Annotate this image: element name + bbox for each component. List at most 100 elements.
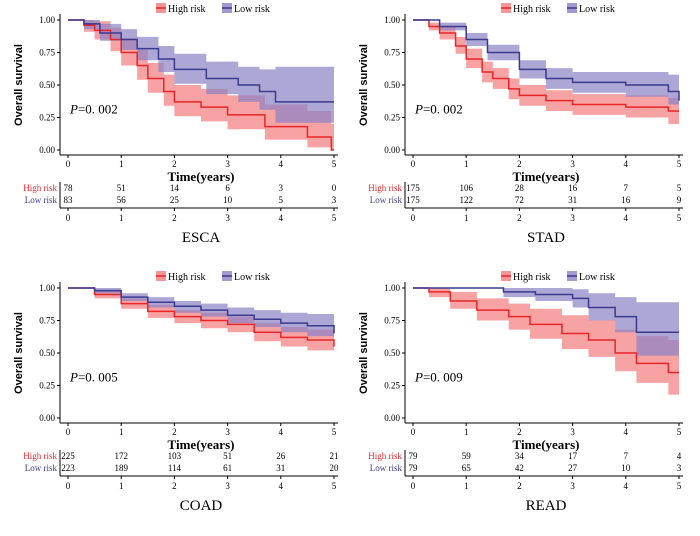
table-x-tick-label: 3 (570, 213, 575, 223)
risk-count: 9 (677, 195, 682, 205)
risk-count: 5 (677, 183, 682, 193)
risk-count: 4 (677, 451, 682, 461)
km-plot-esca: 0.00 0.25 0.50 0.75 1.00 0 1 2 3 4 5 Overall surviv… (13, 3, 338, 246)
table-x-tick-label: 0 (66, 213, 71, 223)
p-value-text: =0. 005 (78, 370, 118, 385)
table-x-tick-label: 4 (279, 481, 284, 491)
risk-table-row-label: High risk (23, 183, 57, 193)
ci-band-low-risk (68, 288, 334, 346)
x-axis-label: Time(years) (168, 169, 235, 184)
x-tick-label: 1 (119, 427, 124, 437)
risk-count: 106 (459, 183, 473, 193)
risk-count: 5 (279, 195, 284, 205)
table-x-tick-label: 3 (225, 481, 230, 491)
panel-stad: 0.00 0.25 0.50 0.75 1.00 0 1 2 3 4 5 Overall surviv… (345, 0, 695, 268)
p-label: P (69, 102, 78, 117)
risk-count: 78 (64, 183, 74, 193)
survival-curve-low-risk (68, 287, 335, 334)
y-tick-label: 0.00 (384, 145, 400, 155)
risk-count: 103 (168, 451, 182, 461)
p-label: P (69, 370, 78, 385)
risk-count: 79 (409, 451, 419, 461)
x-axis-label: Time(years) (513, 437, 580, 452)
y-tick-label: 0.75 (384, 48, 400, 58)
risk-count: 27 (568, 463, 578, 473)
risk-count: 10 (621, 463, 631, 473)
x-tick-label: 2 (172, 427, 177, 437)
y-tick-label: 0.25 (384, 381, 400, 391)
risk-count: 21 (330, 451, 339, 461)
legend-label: Low risk (579, 4, 615, 15)
p-value: P=0. 002 (69, 102, 118, 117)
risk-count: 175 (406, 183, 420, 193)
risk-count: 61 (223, 463, 232, 473)
table-x-tick-label: 0 (411, 481, 416, 491)
legend-label: Low risk (579, 272, 615, 283)
ci-band-high-risk (68, 288, 334, 360)
survival-curve-low-risk (413, 287, 679, 333)
x-tick-label: 2 (172, 159, 177, 169)
x-tick-label: 0 (411, 427, 416, 437)
panel-esca: 0.00 0.25 0.50 0.75 1.00 0 1 2 3 4 5 Overall surviv… (0, 0, 350, 268)
survival-curve-high-risk (68, 19, 334, 151)
p-value: P=0. 009 (414, 370, 463, 385)
table-x-tick-label: 0 (411, 213, 416, 223)
legend-label: High risk (168, 4, 206, 15)
ci-band-low-risk (413, 20, 679, 114)
y-axis-label: Overall survival (13, 44, 25, 126)
legend-label: Low risk (234, 4, 270, 15)
y-tick-label: 1.00 (384, 283, 400, 293)
risk-count: 225 (61, 451, 75, 461)
y-tick-label: 0.50 (39, 80, 55, 90)
risk-count: 83 (64, 195, 74, 205)
y-axis-label: Overall survival (13, 312, 25, 394)
table-x-tick-label: 5 (677, 481, 682, 491)
risk-count: 3 (677, 463, 682, 473)
y-tick-label: 0.25 (384, 113, 400, 123)
risk-count: 189 (114, 463, 128, 473)
x-tick-label: 5 (677, 159, 682, 169)
risk-count: 59 (462, 451, 472, 461)
x-tick-label: 3 (570, 427, 575, 437)
risk-table-row-label: Low risk (370, 195, 403, 205)
x-tick-label: 4 (624, 427, 629, 437)
x-axis-label: Time(years) (168, 437, 235, 452)
y-tick-label: 0.00 (384, 413, 400, 423)
risk-count: 7 (624, 451, 629, 461)
risk-count: 72 (515, 195, 524, 205)
ci-band-low-risk (413, 288, 679, 356)
risk-table-row-label: Low risk (25, 195, 58, 205)
risk-count: 31 (568, 195, 577, 205)
p-label: P (414, 370, 423, 385)
y-tick-label: 0.00 (39, 145, 55, 155)
km-plot-stad: 0.00 0.25 0.50 0.75 1.00 0 1 2 3 4 5 Overall surviv… (358, 3, 683, 246)
risk-count: 223 (61, 463, 75, 473)
p-value-text: =0. 009 (423, 370, 463, 385)
table-x-tick-label: 1 (119, 481, 124, 491)
table-x-tick-label: 0 (66, 481, 71, 491)
legend-label: High risk (513, 4, 551, 15)
risk-count: 26 (276, 451, 286, 461)
y-tick-label: 0.25 (39, 113, 55, 123)
risk-table-row-label: High risk (23, 451, 57, 461)
survival-curve-low-risk (413, 19, 680, 101)
risk-count: 51 (117, 183, 126, 193)
p-value: P=0. 002 (414, 102, 463, 117)
risk-count: 20 (330, 463, 340, 473)
risk-count: 175 (406, 195, 420, 205)
table-x-tick-label: 2 (517, 481, 522, 491)
x-tick-label: 4 (279, 427, 284, 437)
p-label: P (414, 102, 423, 117)
risk-count: 10 (223, 195, 233, 205)
risk-count: 0 (332, 183, 337, 193)
risk-count: 16 (621, 195, 631, 205)
legend-label: High risk (168, 272, 206, 283)
risk-count: 7 (624, 183, 629, 193)
x-tick-label: 3 (225, 427, 230, 437)
table-x-tick-label: 5 (332, 481, 337, 491)
risk-count: 56 (117, 195, 127, 205)
y-tick-label: 0.75 (384, 316, 400, 326)
panel-coad: 0.00 0.25 0.50 0.75 1.00 0 1 2 3 4 5 Overall surviv… (0, 268, 350, 536)
risk-count: 16 (568, 183, 578, 193)
x-tick-label: 3 (570, 159, 575, 169)
